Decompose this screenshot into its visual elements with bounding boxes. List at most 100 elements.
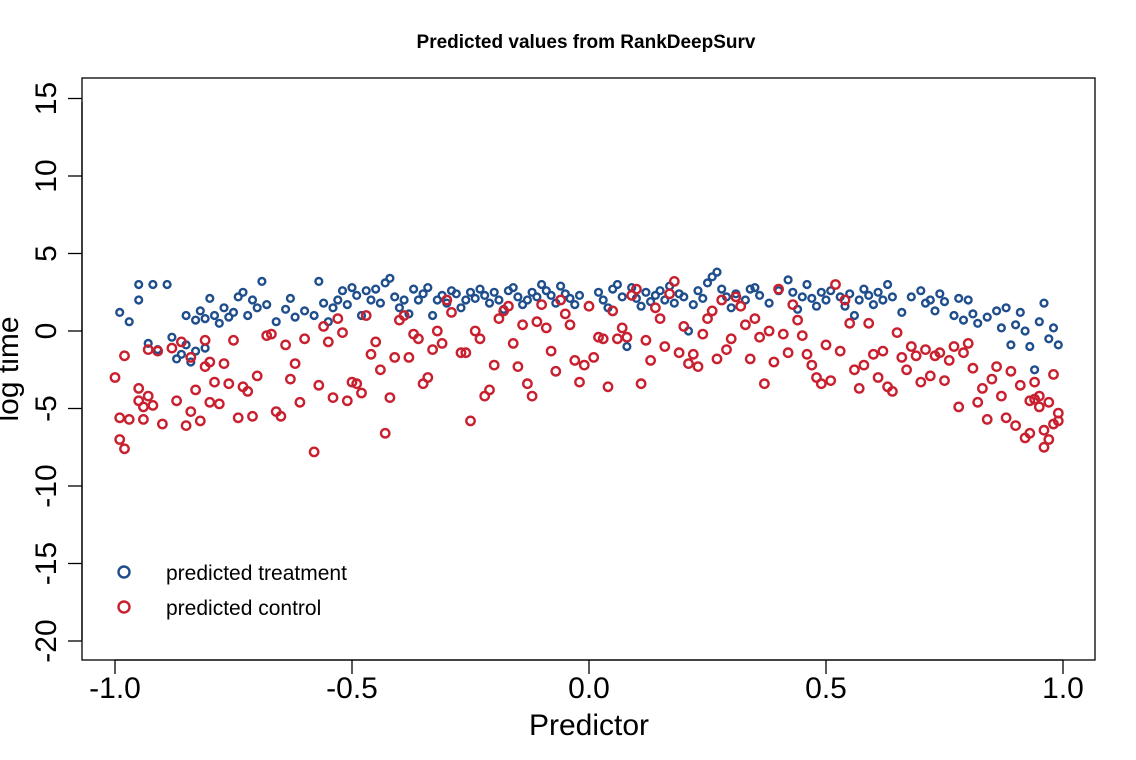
point-control-61: [379, 427, 391, 439]
point-control-122: [673, 347, 685, 359]
point-control-29: [218, 358, 230, 369]
point-control-52: [337, 327, 348, 338]
point-treatment-31: [262, 300, 272, 310]
point-control-123: [678, 320, 690, 332]
point-treatment-117: [702, 278, 713, 288]
point-treatment-180: [1053, 340, 1063, 350]
point-treatment-98: [612, 279, 623, 290]
point-treatment-21: [214, 318, 224, 328]
point-control-28: [213, 398, 225, 410]
point-treatment-0: [115, 307, 125, 318]
point-control-30: [223, 378, 235, 390]
point-control-13: [152, 345, 164, 357]
point-control-185: [972, 396, 984, 408]
point-control-171: [905, 341, 917, 352]
point-treatment-125: [745, 284, 755, 294]
point-treatment-34: [285, 293, 296, 304]
point-treatment-37: [309, 310, 319, 321]
x-axis-title: Predictor: [529, 709, 649, 742]
point-treatment-30: [257, 276, 267, 287]
point-control-107: [602, 381, 614, 393]
point-control-186: [977, 382, 988, 394]
point-treatment-92: [570, 300, 580, 310]
point-control-116: [645, 354, 656, 366]
point-treatment-94: [593, 287, 604, 297]
point-control-36: [251, 370, 263, 382]
point-control-63: [389, 351, 401, 363]
point-control-170: [901, 364, 912, 376]
point-control-19: [185, 406, 197, 417]
point-control-22: [194, 415, 206, 427]
point-control-127: [697, 328, 709, 340]
point-control-156: [834, 345, 846, 357]
point-control-103: [583, 300, 595, 312]
point-control-35: [247, 410, 258, 422]
point-treatment-16: [195, 306, 205, 316]
point-control-101: [574, 376, 585, 388]
point-treatment-7: [162, 279, 172, 290]
point-control-157: [839, 294, 851, 306]
point-treatment-38: [314, 276, 324, 287]
point-treatment-14: [191, 315, 201, 325]
point-control-2: [114, 434, 126, 445]
point-treatment-61: [423, 283, 433, 293]
point-control-108: [607, 305, 619, 317]
x-tick-label-4: 1.0: [1042, 672, 1084, 705]
point-treatment-171: [1010, 320, 1021, 330]
point-control-114: [635, 378, 647, 390]
point-control-119: [659, 341, 671, 352]
point-control-144: [777, 328, 789, 340]
point-treatment-97: [608, 284, 618, 294]
point-control-90: [522, 378, 533, 390]
point-treatment-91: [565, 293, 575, 304]
point-control-46: [308, 446, 320, 458]
point-control-197: [1029, 376, 1041, 388]
point-treatment-164: [968, 309, 978, 319]
point-control-84: [493, 313, 505, 324]
point-control-96: [550, 365, 562, 377]
point-control-99: [564, 319, 576, 331]
point-treatment-41: [328, 303, 338, 313]
point-treatment-145: [859, 284, 869, 294]
point-control-79: [469, 325, 481, 337]
point-control-74: [441, 294, 453, 306]
point-control-53: [341, 395, 353, 407]
point-treatment-86: [541, 286, 551, 296]
point-control-21: [190, 384, 202, 396]
point-treatment-119: [712, 267, 722, 277]
point-treatment-105: [645, 297, 656, 307]
point-treatment-54: [390, 292, 400, 302]
point-control-143: [773, 283, 784, 295]
point-control-159: [849, 364, 860, 376]
point-treatment-107: [655, 286, 665, 296]
point-treatment-72: [475, 284, 485, 294]
point-treatment-63: [432, 295, 442, 305]
point-treatment-118: [707, 272, 717, 282]
point-control-57: [360, 310, 372, 321]
point-control-59: [370, 336, 382, 348]
point-treatment-99: [617, 292, 627, 302]
point-control-137: [744, 353, 756, 365]
point-control-175: [924, 370, 936, 382]
point-control-18: [180, 420, 192, 431]
point-control-50: [327, 392, 339, 403]
point-control-141: [763, 325, 775, 337]
point-control-148: [796, 330, 808, 341]
point-treatment-100: [622, 341, 632, 352]
point-control-3: [119, 443, 130, 455]
point-control-204: [1038, 441, 1050, 453]
point-control-126: [692, 361, 704, 372]
point-treatment-80: [513, 292, 523, 302]
point-control-95: [545, 345, 557, 357]
point-control-134: [730, 291, 742, 303]
point-control-155: [830, 279, 841, 290]
point-treatment-114: [688, 300, 698, 310]
point-treatment-81: [517, 300, 528, 310]
point-treatment-151: [887, 292, 898, 302]
point-treatment-120: [717, 284, 727, 294]
y-tick-label-1: -15: [30, 542, 63, 585]
point-treatment-112: [679, 292, 689, 302]
point-treatment-133: [797, 292, 807, 302]
point-treatment-23: [224, 312, 234, 322]
point-treatment-74: [484, 298, 495, 308]
